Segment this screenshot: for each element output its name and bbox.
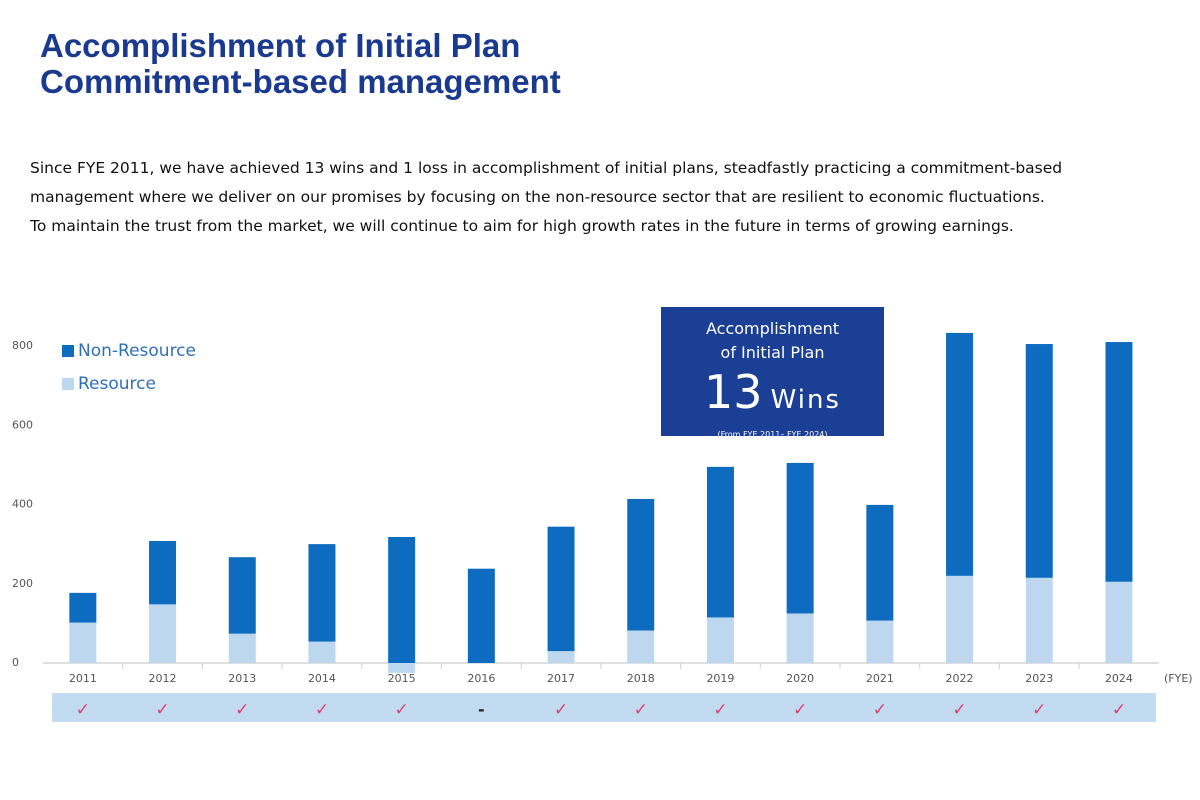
check-icon: ✓ <box>235 700 249 720</box>
bar-non-resource <box>308 544 336 642</box>
loss-dash-mark: - <box>478 700 485 719</box>
check-icon: ✓ <box>554 700 568 720</box>
check-icon: ✓ <box>1032 700 1046 720</box>
page-title: Accomplishment of Initial Plan Commitmen… <box>40 28 561 100</box>
x-tick-label: 2012 <box>149 672 177 685</box>
results-band <box>52 693 1156 722</box>
intro-paragraph: Since FYE 2011, we have achieved 13 wins… <box>30 154 1180 241</box>
y-tick-label: 0 <box>12 656 19 669</box>
bar-non-resource <box>547 526 575 652</box>
x-tick-label: 2021 <box>866 672 894 685</box>
bar-resource <box>69 622 97 663</box>
bar-resource <box>946 575 974 663</box>
legend-swatch-resource <box>62 377 74 390</box>
bar-non-resource <box>1025 344 1053 578</box>
check-icon: ✓ <box>793 700 807 720</box>
legend-swatch-non-resource <box>62 344 74 357</box>
bar-non-resource <box>946 332 974 576</box>
legend-item-non-resource: Non-Resource <box>62 334 196 367</box>
bar-non-resource <box>786 462 814 614</box>
bar-resource <box>706 617 734 663</box>
bar-resource <box>1025 577 1053 663</box>
check-icon: ✓ <box>952 700 966 720</box>
check-icon: ✓ <box>634 700 648 720</box>
title-line-1: Accomplishment of Initial Plan <box>40 27 521 64</box>
earnings-bar-chart: 0 200 400 600 800 2011 ✓ 2012 ✓ 2013 ✓ 2014 ✓ 2015 ✓ 20… <box>12 332 1193 722</box>
x-tick-label: 2024 <box>1105 672 1133 685</box>
bar-non-resource <box>69 592 97 623</box>
bar-resource <box>388 663 416 673</box>
x-tick-label: 2017 <box>547 672 575 685</box>
bar-resource <box>149 604 177 663</box>
x-unit-label: (FYE) <box>1164 672 1193 685</box>
check-icon: ✓ <box>155 700 169 720</box>
chart-legend: Non-Resource Resource <box>62 334 196 400</box>
check-icon: ✓ <box>315 700 329 720</box>
x-tick-label: 2018 <box>627 672 655 685</box>
wins-count-row: 13 Wins <box>661 367 884 428</box>
check-icon: ✓ <box>713 700 727 720</box>
intro-line-1: Since FYE 2011, we have achieved 13 wins… <box>30 159 1063 177</box>
x-tick-label: 2011 <box>69 672 97 685</box>
x-tick-label: 2015 <box>388 672 416 685</box>
x-tick-label: 2014 <box>308 672 336 685</box>
x-tick-label: 2023 <box>1025 672 1053 685</box>
check-icon: ✓ <box>395 700 409 720</box>
legend-label-resource: Resource <box>78 373 156 394</box>
bar-non-resource <box>388 536 416 663</box>
wins-period-note: (From FYE 2011– FYE 2024) <box>717 430 828 439</box>
bar-non-resource <box>149 540 177 605</box>
wins-word: Wins <box>770 385 841 415</box>
legend-item-resource: Resource <box>62 367 196 400</box>
bar-non-resource <box>467 568 495 663</box>
y-tick-label: 800 <box>12 339 33 352</box>
bar-non-resource <box>228 557 256 634</box>
y-tick-label: 600 <box>12 418 33 431</box>
bar-resource <box>228 633 256 663</box>
title-line-2: Commitment-based management <box>40 63 561 100</box>
bar-resource <box>786 613 814 663</box>
x-tick-label: 2019 <box>706 672 734 685</box>
bar-resource <box>627 630 655 663</box>
bar-non-resource <box>627 498 655 631</box>
intro-line-2: management where we deliver on our promi… <box>30 188 1045 206</box>
x-tick-label: 2022 <box>946 672 974 685</box>
wins-heading-line-2: of Initial Plan <box>720 343 825 362</box>
bar-resource <box>547 651 575 663</box>
wins-heading: Accomplishment of Initial Plan <box>661 317 884 365</box>
intro-line-3: To maintain the trust from the market, w… <box>30 217 1014 235</box>
bar-non-resource <box>706 466 734 618</box>
x-tick-label: 2020 <box>786 672 814 685</box>
wins-callout: Accomplishment of Initial Plan 13 Wins (F… <box>661 307 884 439</box>
check-icon: ✓ <box>873 700 887 720</box>
y-tick-label: 200 <box>12 577 33 590</box>
x-tick-label: 2013 <box>228 672 256 685</box>
wins-count: 13 <box>704 365 763 419</box>
bar-resource <box>308 641 336 663</box>
bar-resource <box>866 620 894 663</box>
bar-non-resource <box>866 504 894 621</box>
bar-resource <box>1105 581 1133 663</box>
y-tick-label: 400 <box>12 498 33 511</box>
x-tick-label: 2016 <box>467 672 495 685</box>
bar-non-resource <box>1105 342 1133 582</box>
wins-heading-line-1: Accomplishment <box>706 319 839 338</box>
check-icon: ✓ <box>1112 700 1126 720</box>
legend-label-non-resource: Non-Resource <box>78 340 196 361</box>
check-icon: ✓ <box>76 700 90 720</box>
